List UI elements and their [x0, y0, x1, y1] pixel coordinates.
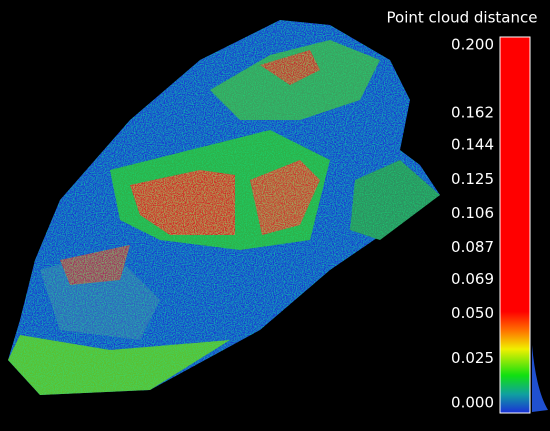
scale-title: Point cloud distance	[387, 9, 538, 27]
scale-tick-label: 0.000	[451, 394, 494, 412]
scale-tick-label: 0.106	[451, 204, 494, 222]
color-scale-bar	[499, 36, 531, 414]
scale-tick-label: 0.162	[451, 104, 494, 122]
scale-tick-label: 0.087	[451, 238, 494, 256]
point-cloud	[8, 20, 440, 395]
scale-tick-label: 0.144	[451, 136, 494, 154]
scale-tick-label: 0.050	[451, 304, 494, 322]
scale-histogram	[532, 345, 548, 412]
scale-tick-label: 0.069	[451, 270, 494, 288]
scale-tick-label: 0.200	[451, 36, 494, 54]
scale-tick-label: 0.025	[451, 349, 494, 367]
scale-tick-label: 0.125	[451, 170, 494, 188]
